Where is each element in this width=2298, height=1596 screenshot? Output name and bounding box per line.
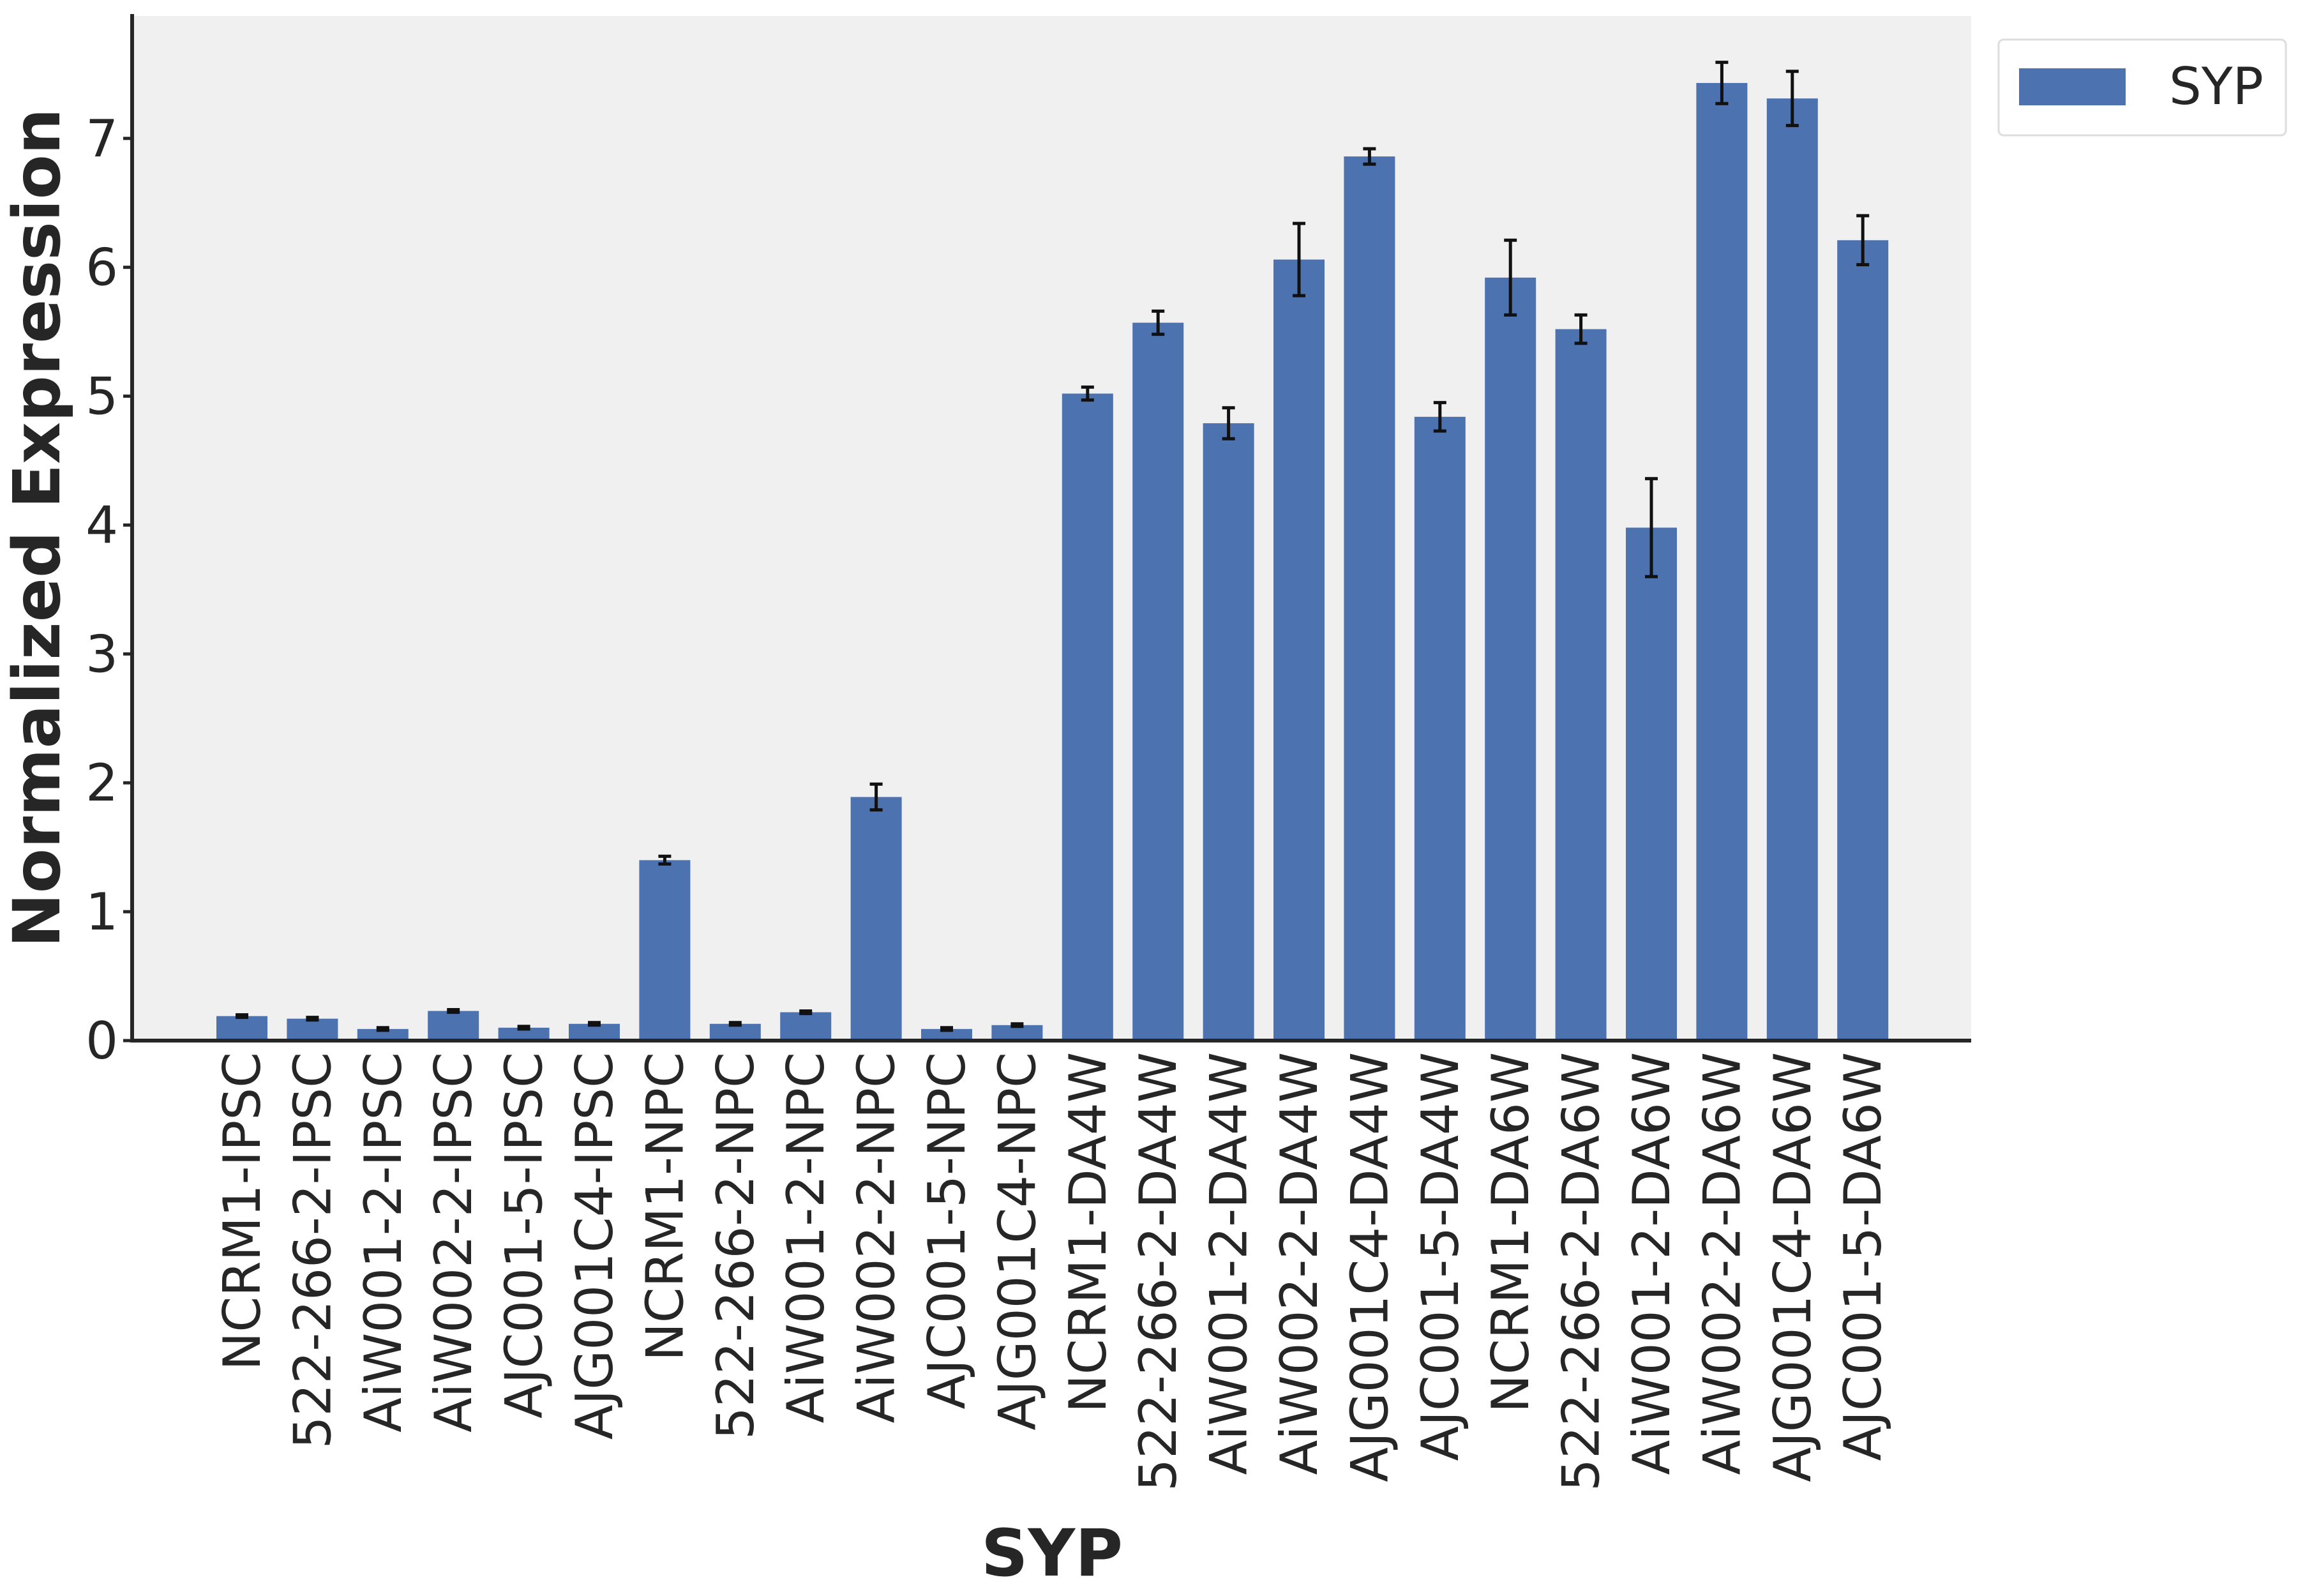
x-tick-label: AiW002-2-DA4W (1270, 1052, 1329, 1475)
bar-AiW002-2-IPSC (428, 1011, 479, 1041)
y-axis-ticks: 0 1 2 3 4 5 6 7 (86, 109, 132, 1071)
error-bar-AJG001C4-IPSC (588, 1021, 601, 1027)
bar-522-266-2-IPSC (287, 1018, 338, 1041)
legend-box (1997, 38, 2287, 137)
error-bar-NCRM1-DA6W (1504, 238, 1517, 317)
bar-AiW001-2-NPC (780, 1012, 832, 1041)
bar-NCRM1-DA6W (1485, 277, 1536, 1041)
plot-area (132, 16, 1971, 1041)
x-tick-label: AiW002-2-NPC (847, 1052, 906, 1423)
x-tick-label: NCRM1-DA4W (1058, 1052, 1118, 1413)
bar-AiW001-2-DA6W (1626, 527, 1677, 1041)
x-tick-label: AJG001C4-NPC (988, 1052, 1047, 1431)
x-tick-label: AiW001-2-DA4W (1199, 1052, 1259, 1475)
bar-522-266-2-DA4W (1132, 322, 1184, 1041)
x-tick-label: AiW002-2-IPSC (424, 1052, 483, 1433)
x-axis-tick-labels: NCRM1-IPSC 522-266-2-IPSC AiW001-2-IPSC AiW… (213, 1052, 1893, 1491)
y-tick-label: 3 (86, 624, 118, 684)
error-bar-AJC001-5-IPSC (517, 1025, 530, 1031)
error-bar-AiW001-2-NPC (799, 1009, 813, 1016)
x-tick-label: 522-266-2-DA4W (1129, 1052, 1188, 1491)
x-tick-label: 522-266-2-DA6W (1552, 1052, 1611, 1491)
y-tick-label: 6 (86, 238, 118, 297)
bar-AiW002-2-DA4W (1273, 259, 1325, 1041)
y-tick-label: 4 (86, 495, 118, 555)
legend-label: SYP (2169, 57, 2264, 116)
error-bar-AiW002-2-NPC (869, 782, 883, 812)
bar-AJC001-5-DA4W (1414, 416, 1466, 1041)
bar-522-266-2-DA6W (1555, 329, 1607, 1041)
error-bar-522-266-2-DA6W (1574, 313, 1588, 345)
y-tick-label: 1 (86, 882, 118, 942)
error-bar-NCRM1-IPSC (236, 1013, 248, 1020)
error-bars-group (236, 61, 1870, 1032)
bar-AiW001-2-IPSC (357, 1028, 409, 1041)
x-tick-label: AiW002-2-DA6W (1692, 1052, 1752, 1475)
error-bar-AiW002-2-DA6W (1715, 61, 1729, 105)
error-bar-AiW001-2-IPSC (376, 1026, 389, 1032)
x-tick-label: AiW001-2-IPSC (354, 1052, 413, 1433)
bar-NCRM1-NPC (639, 860, 691, 1041)
bar-AiW001-2-DA4W (1203, 423, 1254, 1041)
y-tick-label: 0 (86, 1011, 118, 1071)
x-tick-label: AiW001-2-DA6W (1622, 1052, 1681, 1475)
x-tick-label: AJC001-5-IPSC (495, 1052, 554, 1419)
x-tick-label: NCRM1-IPSC (213, 1052, 272, 1371)
x-tick-label: AJG001C4-DA4W (1340, 1052, 1399, 1482)
error-bar-AiW001-2-DA4W (1222, 406, 1235, 440)
y-tick-label: 7 (86, 109, 118, 169)
bar-NCRM1-DA4W (1062, 393, 1113, 1041)
error-bar-AiW002-2-IPSC (447, 1008, 460, 1014)
x-tick-label: NCRM1-DA6W (1481, 1052, 1540, 1413)
error-bar-AJG001C4-NPC (1010, 1022, 1024, 1028)
bar-AJC001-5-DA6W (1837, 240, 1889, 1041)
x-tick-label: AJC001-5-DA6W (1833, 1052, 1893, 1461)
error-bar-522-266-2-DA4W (1152, 309, 1165, 336)
x-tick-label: AiW001-2-NPC (776, 1052, 836, 1423)
bar-AJG001C4-DA6W (1766, 98, 1818, 1041)
legend-swatch (2019, 68, 2126, 105)
error-bar-522-266-2-NPC (728, 1021, 742, 1027)
error-bar-AJG001C4-DA4W (1363, 147, 1376, 166)
error-bar-AJC001-5-DA4W (1433, 401, 1446, 433)
y-axis-title: Normalized Expression (0, 109, 75, 948)
x-tick-label: 522-266-2-NPC (706, 1052, 765, 1440)
error-bar-AiW001-2-DA6W (1645, 477, 1658, 578)
bar-AiW002-2-NPC (850, 797, 902, 1041)
error-bar-AJG001C4-DA6W (1785, 70, 1799, 128)
bar-AiW002-2-DA6W (1696, 82, 1748, 1041)
bar-AJG001C4-DA4W (1344, 156, 1395, 1041)
bar-NCRM1-IPSC (216, 1016, 267, 1041)
error-bar-AiW002-2-DA4W (1293, 222, 1305, 297)
error-bar-AJC001-5-NPC (940, 1026, 953, 1032)
x-tick-label: AJC001-5-NPC (917, 1052, 977, 1409)
x-tick-label: AJG001C4-IPSC (565, 1052, 624, 1440)
error-bar-522-266-2-IPSC (306, 1016, 319, 1022)
x-tick-label: AJC001-5-DA4W (1411, 1052, 1470, 1461)
error-bar-AJC001-5-DA6W (1856, 214, 1870, 267)
y-tick-label: 5 (86, 367, 118, 426)
bars-group (216, 82, 1889, 1041)
error-bar-NCRM1-NPC (658, 854, 672, 866)
bar-AJC001-5-NPC (921, 1028, 972, 1041)
y-tick-label: 2 (86, 753, 118, 813)
bar-AJC001-5-IPSC (498, 1027, 550, 1041)
x-tick-label: AJG001C4-DA6W (1763, 1052, 1822, 1482)
error-bar-NCRM1-DA4W (1081, 385, 1094, 402)
x-tick-label: NCRM1-NPC (635, 1052, 695, 1361)
legend: SYP (1997, 38, 2287, 137)
x-tick-label: 522-266-2-IPSC (283, 1052, 342, 1449)
x-axis-title: SYP (981, 1516, 1123, 1592)
